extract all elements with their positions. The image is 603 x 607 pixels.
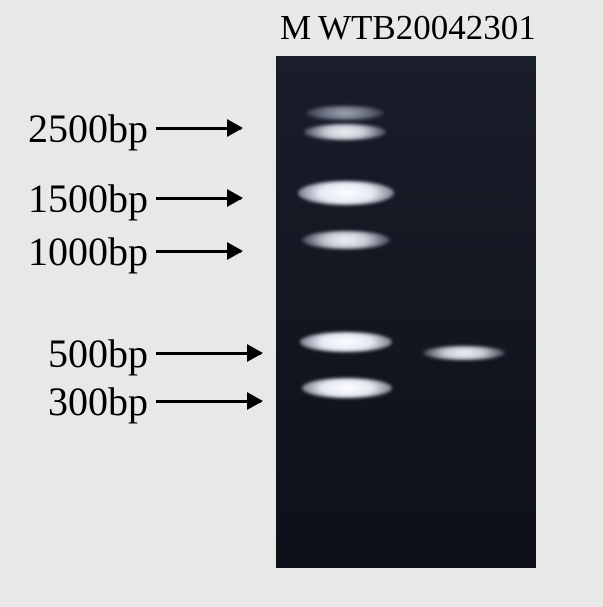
sample-lane	[411, 56, 526, 568]
marker-band	[300, 332, 392, 352]
size-label-text: 2500bp	[28, 105, 148, 152]
marker-band	[302, 231, 390, 249]
size-label-text: 1500bp	[28, 175, 148, 222]
size-label-text: 500bp	[48, 330, 148, 377]
marker-band	[298, 181, 394, 205]
marker-band	[302, 378, 392, 398]
size-label-text: 1000bp	[28, 228, 148, 275]
marker-lane	[284, 56, 402, 568]
arrow-icon	[156, 127, 241, 130]
size-label-row: 500bp	[48, 330, 261, 377]
size-label-text: 300bp	[48, 378, 148, 425]
gel-image	[276, 56, 536, 568]
marker-lane-label: M	[280, 8, 311, 48]
size-label-row: 300bp	[48, 378, 261, 425]
sample-lane-label: WTB20042301	[318, 8, 536, 48]
marker-band	[306, 106, 384, 120]
sample-band	[423, 346, 505, 360]
arrow-icon	[156, 250, 241, 253]
arrow-icon	[156, 400, 261, 403]
size-label-row: 1000bp	[28, 228, 241, 275]
size-label-row: 1500bp	[28, 175, 241, 222]
arrow-icon	[156, 197, 241, 200]
marker-band	[304, 124, 386, 140]
arrow-icon	[156, 352, 261, 355]
size-label-row: 2500bp	[28, 105, 241, 152]
